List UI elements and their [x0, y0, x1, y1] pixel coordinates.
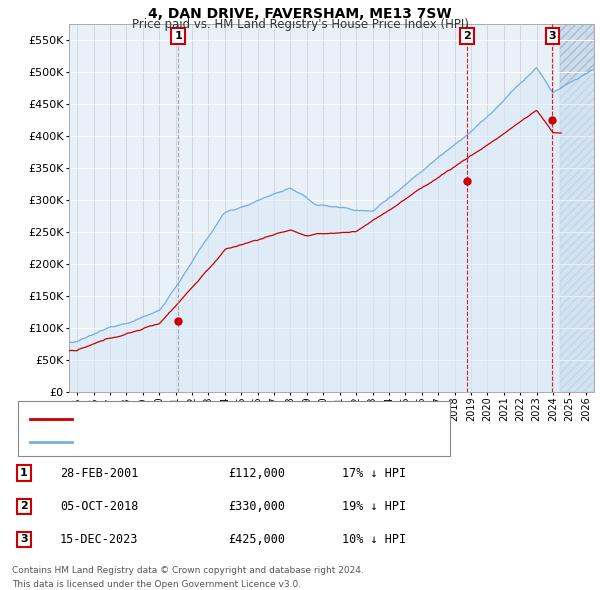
Text: Contains HM Land Registry data © Crown copyright and database right 2024.: Contains HM Land Registry data © Crown c…	[12, 566, 364, 575]
Text: £112,000: £112,000	[228, 467, 285, 480]
Text: 1: 1	[174, 31, 182, 41]
Text: 2: 2	[20, 502, 28, 512]
Text: £425,000: £425,000	[228, 533, 285, 546]
Text: 4, DAN DRIVE, FAVERSHAM, ME13 7SW (detached house): 4, DAN DRIVE, FAVERSHAM, ME13 7SW (detac…	[84, 414, 381, 424]
Text: 4, DAN DRIVE, FAVERSHAM, ME13 7SW: 4, DAN DRIVE, FAVERSHAM, ME13 7SW	[148, 7, 452, 21]
Text: 3: 3	[20, 535, 28, 545]
Text: 3: 3	[548, 31, 556, 41]
Text: 19% ↓ HPI: 19% ↓ HPI	[342, 500, 406, 513]
Bar	[560, 24, 594, 392]
Text: 2: 2	[463, 31, 471, 41]
Text: 17% ↓ HPI: 17% ↓ HPI	[342, 467, 406, 480]
Bar	[560, 24, 594, 392]
Bar	[18, 401, 450, 455]
Text: Price paid vs. HM Land Registry's House Price Index (HPI): Price paid vs. HM Land Registry's House …	[131, 18, 469, 31]
Text: £330,000: £330,000	[228, 500, 285, 513]
Text: This data is licensed under the Open Government Licence v3.0.: This data is licensed under the Open Gov…	[12, 579, 301, 589]
Text: 10% ↓ HPI: 10% ↓ HPI	[342, 533, 406, 546]
Text: HPI: Average price, detached house, Swale: HPI: Average price, detached house, Swal…	[84, 437, 308, 447]
Text: 15-DEC-2023: 15-DEC-2023	[60, 533, 139, 546]
Text: 05-OCT-2018: 05-OCT-2018	[60, 500, 139, 513]
Text: 28-FEB-2001: 28-FEB-2001	[60, 467, 139, 480]
Text: 1: 1	[20, 468, 28, 478]
